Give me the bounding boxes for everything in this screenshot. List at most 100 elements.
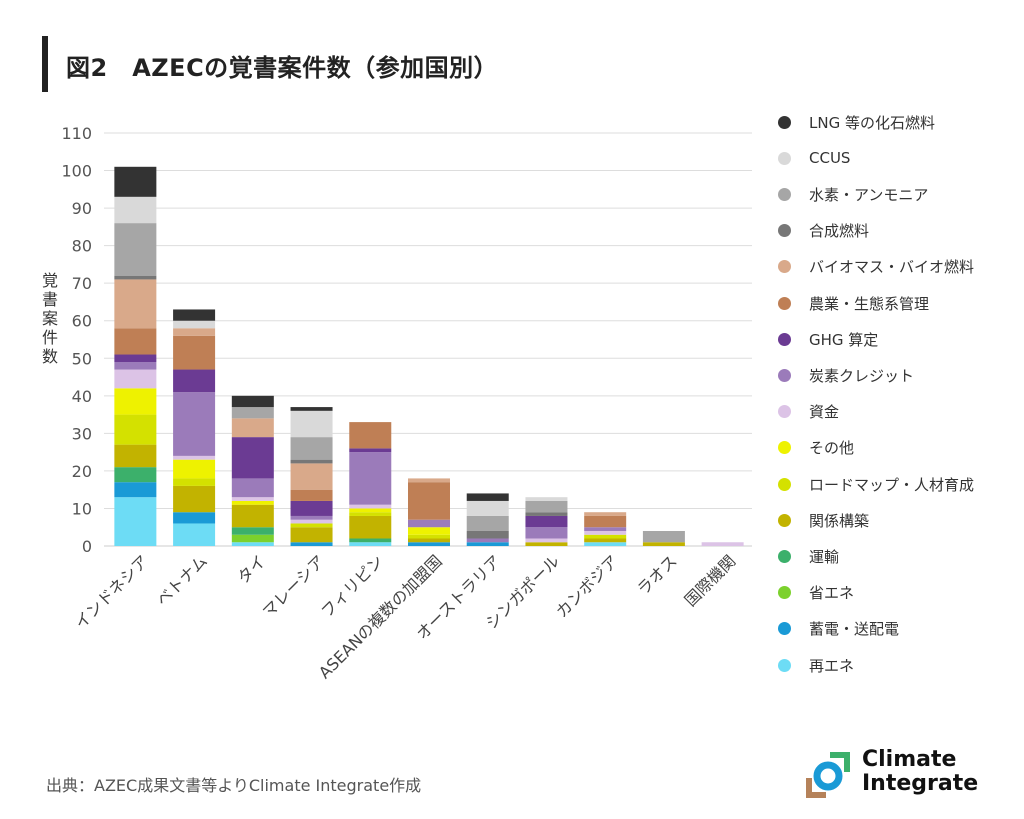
bar-segment bbox=[466, 515, 509, 531]
source-note: 出典：AZEC成果文書等よりClimate Integrate作成 bbox=[46, 776, 422, 795]
bar-segment bbox=[231, 497, 274, 501]
legend-label: ロードマップ・人材育成 bbox=[809, 475, 975, 494]
bar-segment bbox=[642, 542, 685, 546]
bar-segment bbox=[466, 493, 509, 501]
legend-swatch bbox=[778, 368, 791, 382]
bar-segment bbox=[584, 527, 627, 531]
bar-segment bbox=[231, 478, 274, 498]
bar-segment bbox=[114, 279, 157, 329]
bar-segment bbox=[231, 527, 274, 535]
bar-segment bbox=[584, 530, 627, 535]
bar-segment bbox=[349, 508, 392, 513]
bar-segment bbox=[408, 478, 450, 483]
y-tick-label: 60 bbox=[72, 312, 92, 331]
bar-segment bbox=[642, 530, 685, 543]
legend-item: 炭素クレジット bbox=[778, 363, 914, 387]
bar-segment bbox=[114, 467, 157, 483]
bar-segment bbox=[231, 542, 274, 546]
bar-segment bbox=[231, 534, 274, 543]
bar-segment bbox=[290, 489, 333, 501]
bar-segment bbox=[290, 410, 333, 438]
legend-item: LNG 等の化石燃料 bbox=[778, 110, 935, 134]
bar-segment bbox=[584, 534, 627, 539]
bar-segment bbox=[114, 166, 157, 197]
legend-swatch bbox=[778, 151, 791, 165]
bar-segment bbox=[466, 530, 509, 539]
bar-segment bbox=[349, 512, 392, 516]
bar-segment bbox=[466, 538, 509, 543]
bar-segment bbox=[290, 437, 333, 460]
bar-segment bbox=[525, 527, 568, 539]
y-tick-label: 10 bbox=[72, 499, 92, 518]
bar-segment bbox=[231, 437, 274, 479]
legend-item: 蓄電・送配電 bbox=[778, 617, 899, 641]
bar-segment bbox=[408, 538, 450, 543]
legend-swatch bbox=[778, 513, 791, 527]
bar-segment bbox=[701, 542, 744, 546]
legend-item: CCUS bbox=[778, 146, 850, 170]
bar-segment bbox=[349, 448, 392, 453]
bar-segment bbox=[231, 407, 274, 419]
y-tick-label: 30 bbox=[72, 424, 92, 443]
x-tick-label: カンボジア bbox=[552, 551, 622, 621]
bar-segment bbox=[290, 463, 333, 490]
x-tick-label: ベトナム bbox=[153, 551, 211, 609]
bar-segment bbox=[173, 455, 216, 460]
legend-label: 運輸 bbox=[809, 547, 840, 566]
bar-segment bbox=[466, 500, 509, 516]
y-tick-label: 110 bbox=[61, 124, 92, 143]
bar-segment bbox=[173, 369, 216, 393]
bar-segment bbox=[349, 515, 392, 539]
y-tick-label: 80 bbox=[72, 237, 92, 256]
legend-label: 炭素クレジット bbox=[809, 366, 915, 385]
climate-integrate-logo-icon bbox=[806, 752, 850, 798]
bar-segment bbox=[290, 500, 333, 516]
bar-segment bbox=[290, 515, 333, 520]
legend-label: 合成燃料 bbox=[809, 222, 870, 241]
legend-label: 水素・アンモニア bbox=[809, 185, 929, 204]
bar-segment bbox=[231, 500, 274, 505]
legend-label: 蓄電・送配電 bbox=[809, 620, 900, 639]
legend-label: 再エネ bbox=[809, 656, 855, 675]
bar-segment bbox=[290, 542, 333, 546]
y-tick-label: 0 bbox=[82, 537, 92, 556]
bar-segment bbox=[290, 459, 333, 464]
x-tick-label: 国際機関 bbox=[681, 551, 740, 610]
bar-segment bbox=[173, 309, 216, 321]
legend-swatch bbox=[778, 187, 791, 201]
y-tick-label: 20 bbox=[72, 462, 92, 481]
title-accent-bar bbox=[42, 36, 48, 92]
bar-segment bbox=[584, 538, 627, 543]
bar-segment bbox=[290, 407, 333, 411]
legend-swatch bbox=[778, 405, 791, 419]
bar-segment bbox=[114, 362, 157, 370]
legend-label: CCUS bbox=[809, 149, 851, 168]
bar-segment bbox=[114, 328, 157, 355]
bar-segment bbox=[584, 512, 627, 516]
chart-title: 図2 AZECの覚書案件数（参加国別） bbox=[66, 54, 499, 82]
bar-segment bbox=[231, 418, 274, 438]
legend-label: GHG 算定 bbox=[809, 330, 879, 349]
legend-label: その他 bbox=[809, 439, 855, 458]
legend-swatch bbox=[778, 332, 791, 346]
legend-item: 再エネ bbox=[778, 653, 854, 677]
y-tick-label: 100 bbox=[61, 162, 92, 181]
bar-segment bbox=[525, 538, 568, 543]
y-tick-label: 70 bbox=[72, 274, 92, 293]
bar-segment bbox=[173, 523, 216, 546]
logo-wordmark: Climate Integrate bbox=[862, 748, 978, 796]
legend-swatch bbox=[778, 115, 791, 129]
bar-segment bbox=[114, 482, 157, 498]
bar-segment bbox=[114, 275, 157, 280]
x-tick-label: マレーシア bbox=[259, 551, 329, 621]
bar-segment bbox=[408, 519, 450, 528]
legend-label: 関係構築 bbox=[809, 511, 870, 530]
legend-swatch bbox=[778, 296, 791, 310]
bar-segment bbox=[349, 422, 392, 449]
bar-segment bbox=[231, 504, 274, 528]
bar-segment bbox=[231, 395, 274, 408]
bar-segment bbox=[114, 354, 157, 363]
logo-line-1: Climate bbox=[862, 747, 957, 772]
bar-segment bbox=[525, 497, 568, 501]
